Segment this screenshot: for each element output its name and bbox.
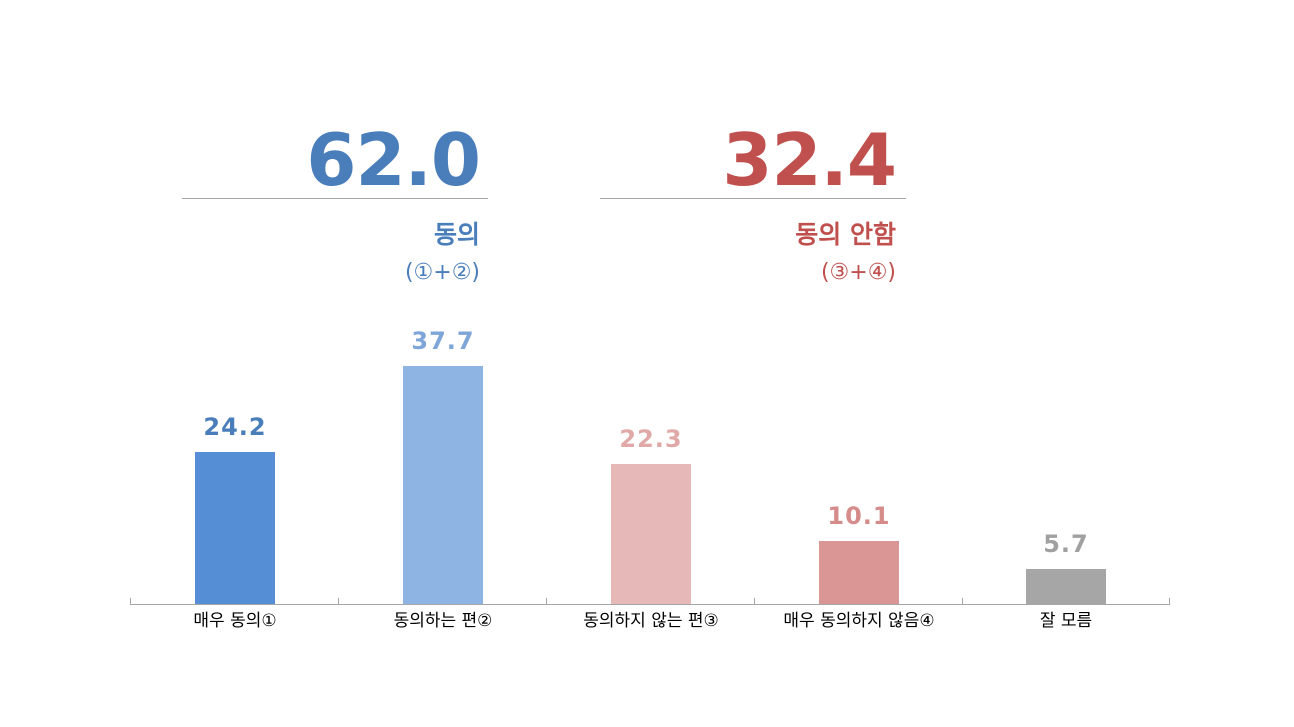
axis-tick <box>130 598 131 605</box>
agree-divider <box>182 198 488 199</box>
category-label: 잘 모름 <box>1039 611 1093 631</box>
category-label: 매우 동의① <box>193 611 277 631</box>
disagree-sub: (③+④) <box>820 260 896 285</box>
axis-tick <box>754 598 755 605</box>
value-dont-know: 5.7 <box>1043 530 1089 558</box>
value-somewhat-disagree: 22.3 <box>619 425 683 453</box>
bar-dont-know <box>1026 569 1106 605</box>
bar-somewhat-disagree <box>611 464 691 605</box>
axis-tick <box>1169 598 1170 605</box>
bar-strongly-disagree <box>819 541 899 605</box>
value-strongly-agree: 24.2 <box>203 413 267 441</box>
category-label: 동의하지 않는 편③ <box>583 611 719 631</box>
axis-tick <box>962 598 963 605</box>
value-somewhat-agree: 37.7 <box>411 327 475 355</box>
axis-tick <box>546 598 547 605</box>
bar-somewhat-agree <box>403 366 483 605</box>
x-axis <box>130 604 1170 605</box>
agree-label: 동의 <box>433 220 480 249</box>
category-label: 매우 동의하지 않음④ <box>783 611 935 631</box>
bar-strongly-agree <box>195 452 275 605</box>
agree-total: 62.0 <box>306 118 481 202</box>
disagree-divider <box>600 198 906 199</box>
category-label: 동의하는 편② <box>393 611 493 631</box>
disagree-total: 32.4 <box>722 118 897 202</box>
agree-sub: (①+②) <box>404 260 480 285</box>
value-strongly-disagree: 10.1 <box>827 502 891 530</box>
axis-tick <box>338 598 339 605</box>
disagree-label: 동의 안함 <box>795 220 896 249</box>
